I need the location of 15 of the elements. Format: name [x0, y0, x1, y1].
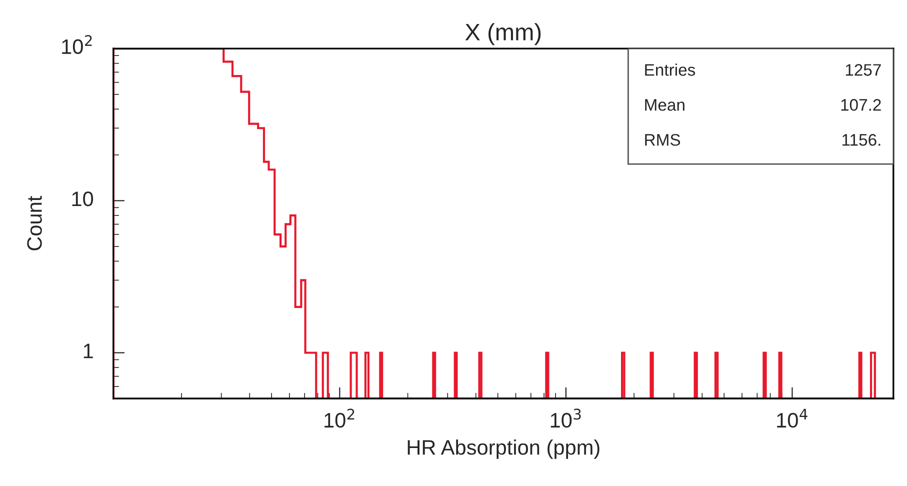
x-tick-label: 10$^{4}$ — [777, 408, 808, 428]
annotation: Entries — [645, 64, 696, 76]
x-axis-title: HR Absorption (ppm) — [408, 439, 600, 459]
annotation: Mean — [645, 99, 684, 111]
y-tick-label: 10 — [72, 192, 94, 206]
annotation: 107.2 — [841, 99, 881, 111]
annotation: 1257 — [846, 64, 881, 76]
annotation: RMS — [645, 134, 680, 146]
x-tick-label: 10$^{2}$ — [324, 408, 354, 428]
x-tick-label: 10$^{3}$ — [550, 408, 581, 428]
y-axis-title: Count — [27, 196, 42, 250]
y-tick-label: 10$^{2}$ — [62, 35, 92, 54]
annotation: 1156. — [842, 134, 880, 146]
chart-title: X (mm) — [465, 23, 541, 46]
y-tick-label: 1 — [84, 344, 93, 358]
